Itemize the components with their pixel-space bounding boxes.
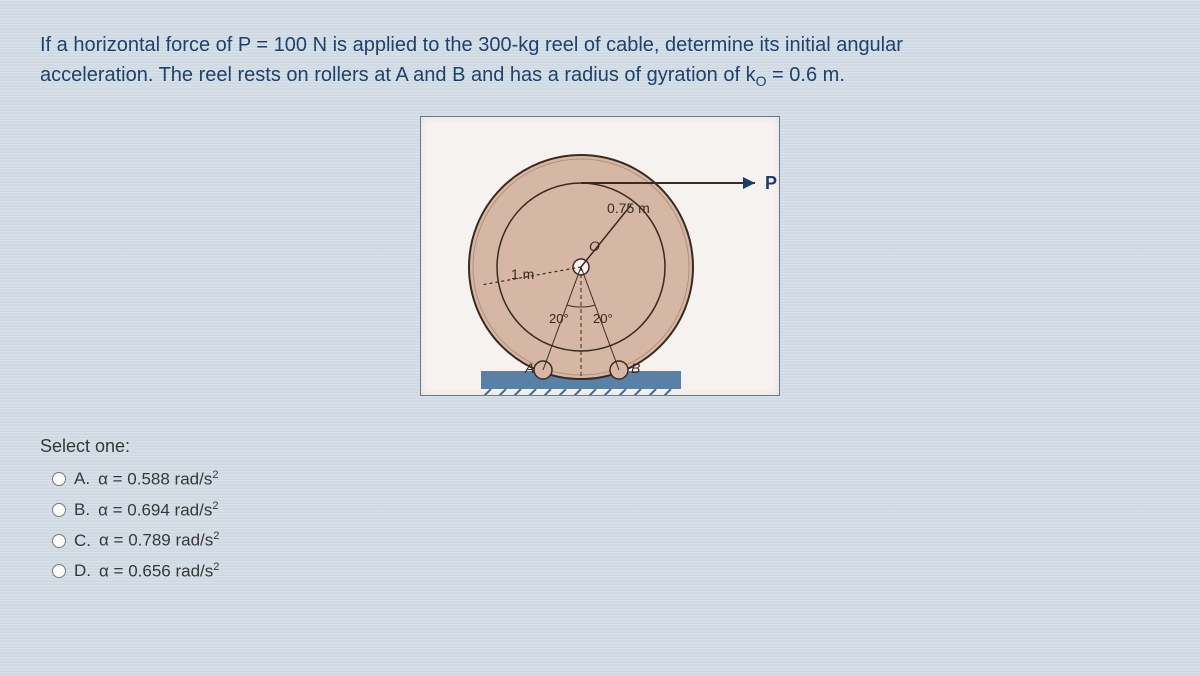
angle-right-label: 20° bbox=[593, 311, 613, 326]
options-list: A. α = 0.588 rad/s2 B. α = 0.694 rad/s2 … bbox=[40, 469, 1160, 582]
figure-wrapper: P 0.75 m O 1 m A B bbox=[40, 116, 1160, 396]
option-c-sup: 2 bbox=[213, 530, 219, 542]
option-b[interactable]: B. α = 0.694 rad/s2 bbox=[52, 500, 1160, 521]
force-label: P bbox=[765, 173, 777, 193]
label-O: O bbox=[589, 238, 600, 254]
label-075: 0.75 m bbox=[607, 200, 650, 216]
option-c-text: α = 0.789 rad/s2 bbox=[99, 530, 219, 551]
question-line2-pre: acceleration. The reel rests on rollers … bbox=[40, 64, 756, 86]
option-c[interactable]: C. α = 0.789 rad/s2 bbox=[52, 530, 1160, 551]
quiz-container: If a horizontal force of P = 100 N is ap… bbox=[0, 0, 1200, 676]
option-d[interactable]: D. α = 0.656 rad/s2 bbox=[52, 561, 1160, 582]
option-c-val: α = 0.789 rad/s bbox=[99, 531, 213, 550]
select-one-label: Select one: bbox=[40, 436, 1160, 457]
option-b-text: α = 0.694 rad/s2 bbox=[98, 500, 218, 521]
option-d-radio[interactable] bbox=[52, 564, 66, 578]
question-sub: O bbox=[756, 73, 767, 89]
option-d-letter: D. bbox=[74, 561, 91, 581]
option-d-sup: 2 bbox=[213, 561, 219, 573]
label-B: B bbox=[631, 360, 640, 376]
question-line2-post: = 0.6 m. bbox=[767, 64, 845, 86]
option-a-letter: A. bbox=[74, 469, 90, 489]
option-a-radio[interactable] bbox=[52, 472, 66, 486]
option-b-letter: B. bbox=[74, 500, 90, 520]
option-c-letter: C. bbox=[74, 531, 91, 551]
option-c-radio[interactable] bbox=[52, 534, 66, 548]
option-a-text: α = 0.588 rad/s2 bbox=[98, 469, 218, 490]
option-a-val: α = 0.588 rad/s bbox=[98, 470, 212, 489]
option-a[interactable]: A. α = 0.588 rad/s2 bbox=[52, 469, 1160, 490]
option-a-sup: 2 bbox=[212, 469, 218, 481]
figure-svg: P 0.75 m O 1 m A B bbox=[421, 117, 780, 396]
option-b-sup: 2 bbox=[212, 500, 218, 512]
question-text: If a horizontal force of P = 100 N is ap… bbox=[40, 30, 1160, 92]
figure: P 0.75 m O 1 m A B bbox=[420, 116, 780, 396]
label-1m: 1 m bbox=[511, 266, 534, 282]
angle-left-label: 20° bbox=[549, 311, 569, 326]
question-line1: If a horizontal force of P = 100 N is ap… bbox=[40, 34, 903, 56]
option-b-radio[interactable] bbox=[52, 503, 66, 517]
label-A: A bbox=[524, 360, 534, 376]
force-arrowhead bbox=[743, 177, 755, 189]
option-d-val: α = 0.656 rad/s bbox=[99, 562, 213, 581]
option-d-text: α = 0.656 rad/s2 bbox=[99, 561, 219, 582]
hatching bbox=[481, 389, 671, 396]
option-b-val: α = 0.694 rad/s bbox=[98, 500, 212, 519]
